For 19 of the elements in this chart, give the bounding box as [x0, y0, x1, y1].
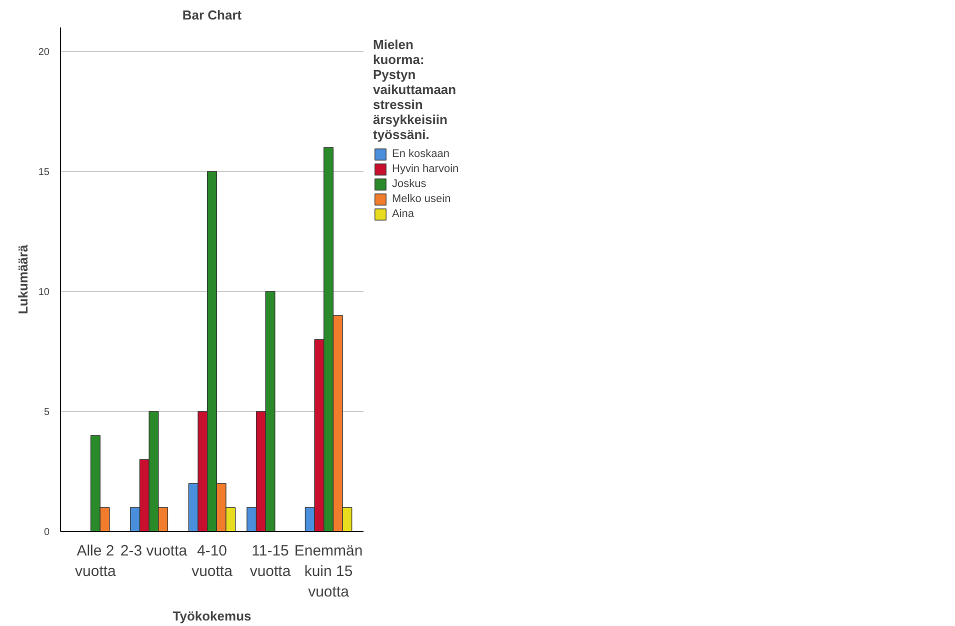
x-tick-label: 4-10 vuotta — [192, 542, 234, 580]
legend-label: Joskus — [392, 178, 426, 190]
y-tick-label: 15 — [38, 167, 50, 178]
x-tick-label: Enemmän kuin 15 vuotta — [294, 542, 363, 600]
legend-label: Melko usein — [392, 193, 451, 205]
x-tick-label: 11-15 vuotta — [250, 542, 292, 580]
y-tick-label: 20 — [38, 47, 50, 58]
x-tick-label: Alle 2 vuotta — [75, 542, 117, 580]
y-tick-label: 0 — [44, 527, 50, 538]
legend-label: Hyvin harvoin — [392, 163, 459, 175]
legend-title: Mielen kuorma: Pystyn vaikuttamaan stressin ärsykkeisiin työssäni. — [373, 37, 458, 142]
y-tick-label: 5 — [44, 407, 50, 418]
x-axis-title: Työkokemus — [172, 608, 252, 624]
legend-label: En koskaan — [392, 148, 450, 160]
x-tick-label: 2-3 vuotta — [120, 542, 188, 560]
chart-title: Bar Chart — [182, 8, 242, 22]
legend-label: Aina — [392, 208, 414, 220]
y-tick-label: 10 — [38, 287, 50, 298]
y-axis-title: Lukumäärä — [15, 244, 30, 314]
